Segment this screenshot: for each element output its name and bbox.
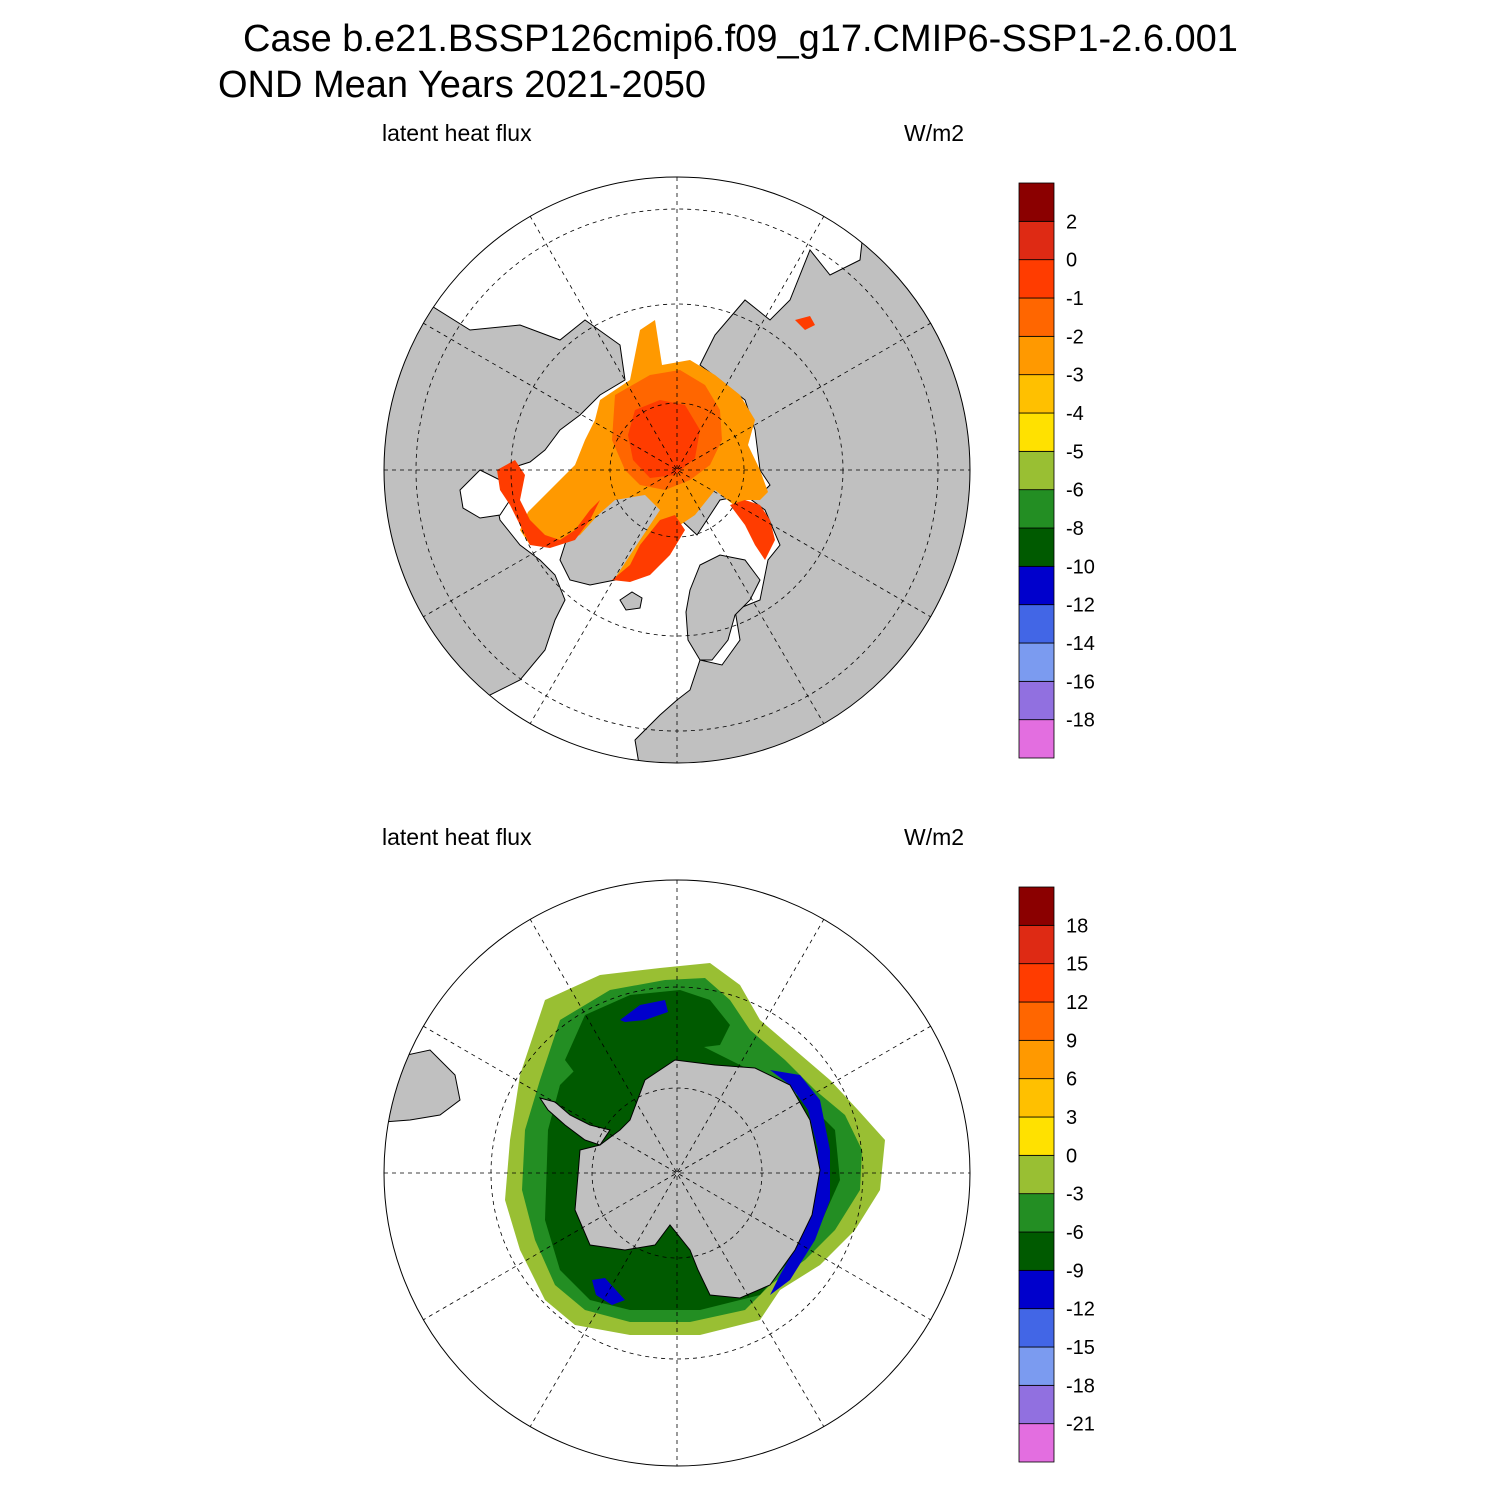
figure-title-line2: OND Mean Years 2021-2050 [218, 64, 706, 106]
colorbar-tick-label: -18 [1066, 710, 1095, 732]
arctic-land-iceland [619, 591, 643, 611]
colorbar-tick-label: -14 [1066, 633, 1095, 655]
colorbar-swatch [1018, 1423, 1055, 1463]
colorbar-swatch [1018, 1384, 1055, 1425]
antarctic-map [383, 879, 971, 1467]
arctic-map-boundary [383, 176, 971, 764]
colorbar-swatch [1018, 220, 1055, 261]
colorbar-swatch [1018, 1346, 1055, 1386]
arctic-colorbar: -18-16-14-12-10-8-6-5-4-3-2-102 [1018, 182, 1095, 759]
colorbar-tick-label: -3 [1066, 1184, 1084, 1206]
colorbar-tick-label: -4 [1066, 403, 1084, 425]
antarctic-flux-blue-ross [592, 1278, 625, 1305]
colorbar-swatch [1018, 1154, 1055, 1195]
colorbar-tick-label: -18 [1066, 1375, 1095, 1397]
colorbar-swatch [1018, 604, 1055, 644]
colorbar-swatch [1018, 374, 1055, 414]
colorbar-swatch [1018, 1231, 1055, 1271]
colorbar-tick-label: -5 [1066, 441, 1084, 463]
colorbar-swatch [1018, 489, 1055, 529]
colorbar-tick-label: -9 [1066, 1260, 1084, 1282]
colorbar-swatch [1018, 886, 1055, 926]
colorbar-tick-label: -6 [1066, 480, 1084, 502]
colorbar-tick-label: -21 [1066, 1414, 1095, 1436]
colorbar-tick-label: -8 [1066, 518, 1084, 540]
colorbar-tick-label: 12 [1066, 992, 1088, 1014]
colorbar-swatch [1018, 1039, 1055, 1080]
colorbar-tick-label: -12 [1066, 1299, 1095, 1321]
figure-title-line1: Case b.e21.BSSP126cmip6.f09_g17.CMIP6-SS… [243, 18, 1238, 60]
arctic-flux-region-kara [730, 500, 775, 560]
colorbar-swatch [1018, 719, 1055, 759]
colorbar-tick-label: 3 [1066, 1107, 1077, 1129]
colorbar-tick-label: 18 [1066, 915, 1088, 937]
arctic-graticule [384, 177, 970, 763]
colorbar-swatch [1018, 1001, 1055, 1041]
colorbar-tick-label: 15 [1066, 954, 1088, 976]
colorbar-tick-label: 2 [1066, 211, 1077, 233]
colorbar-tick-label: -12 [1066, 595, 1095, 617]
colorbar-swatch [1018, 259, 1055, 299]
colorbar-tick-label: 0 [1066, 1145, 1077, 1167]
colorbar-swatch [1018, 924, 1055, 965]
antarctic-land-antarctica [574, 1059, 821, 1299]
arctic-map [383, 176, 971, 764]
arctic-flux-region-baffin [497, 460, 600, 548]
colorbar-swatch [1018, 450, 1055, 491]
colorbar-tick-label: -3 [1066, 365, 1084, 387]
colorbar-swatch [1018, 182, 1055, 222]
colorbar-tick-label: -1 [1066, 288, 1084, 310]
colorbar-tick-label: 9 [1066, 1030, 1077, 1052]
colorbar-tick-label: -15 [1066, 1337, 1095, 1359]
colorbar-swatch [1018, 1116, 1055, 1156]
colorbar-tick-label: -6 [1066, 1222, 1084, 1244]
colorbar-swatch [1018, 565, 1055, 606]
colorbar-swatch [1018, 963, 1055, 1003]
colorbar-swatch [1018, 1078, 1055, 1118]
antarctic-flux-band-weddell [565, 990, 730, 1090]
antarctic-units-label: W/m2 [904, 824, 965, 850]
antarctic-map-boundary [383, 879, 971, 1467]
colorbar-swatch [1018, 680, 1055, 721]
colorbar-tick-label: -10 [1066, 556, 1095, 578]
arctic-flux-region-bering [795, 316, 815, 330]
colorbar-swatch [1018, 335, 1055, 376]
colorbar-tick-label: -2 [1066, 326, 1084, 348]
antarctic-flux-blue-weddell [620, 1000, 668, 1022]
arctic-flux-region-greenland-sea [612, 515, 685, 582]
antarctic-variable-label: latent heat flux [382, 824, 532, 850]
arctic-flux-region-center [628, 400, 700, 478]
arctic-units-label: W/m2 [904, 120, 965, 146]
colorbar-swatch [1018, 412, 1055, 452]
colorbar-swatch [1018, 527, 1055, 567]
antarctic-colorbar: -21 -18 -15 -12 -9 -6 -3 0 3 6 9 12 15 18 [1018, 886, 1095, 1463]
colorbar-swatch [1018, 297, 1055, 337]
antarctic-flux-blue-coast [770, 1070, 830, 1295]
colorbar-swatch [1018, 1269, 1055, 1310]
colorbar-swatch [1018, 642, 1055, 682]
colorbar-tick-label: -16 [1066, 671, 1095, 693]
colorbar-swatch [1018, 1193, 1055, 1233]
arctic-hudson-bay [459, 469, 511, 519]
arctic-variable-label: latent heat flux [382, 120, 532, 146]
colorbar-swatch [1018, 1308, 1055, 1348]
antarctic-land-peninsula [538, 1097, 611, 1146]
antarctic-graticule [384, 880, 970, 1466]
colorbar-tick-label: 6 [1066, 1069, 1077, 1091]
colorbar-tick-label: 0 [1066, 250, 1077, 272]
